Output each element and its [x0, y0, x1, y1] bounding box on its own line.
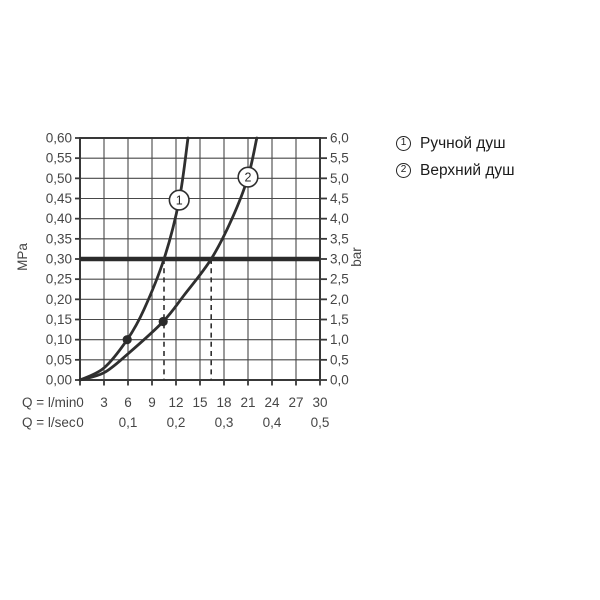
- legend-item-hand-shower: 1 Ручной душ: [396, 134, 515, 153]
- y-axis-label-bar: bar: [349, 247, 364, 267]
- y-left-tick-label: 0,15: [46, 312, 72, 327]
- x-tick-label-lsec: 0: [76, 415, 84, 430]
- y-left-tick-label: 0,20: [46, 292, 72, 307]
- y-left-tick-label: 0,30: [46, 252, 72, 267]
- y-left-tick-label: 0,10: [46, 332, 72, 347]
- y-right-tick-label: 2,5: [330, 272, 349, 287]
- y-right-tick-label: 4,5: [330, 191, 349, 206]
- x-tick-label-lmin: 27: [288, 395, 303, 410]
- y-right-tick-label: 6,0: [330, 131, 349, 146]
- curve-2: [78, 136, 259, 382]
- y-left-tick-label: 0,45: [46, 191, 72, 206]
- x-tick-label-lsec: 0,3: [215, 415, 234, 430]
- x-tick-label-lmin: 0: [76, 395, 84, 410]
- y-left-tick-label: 0,50: [46, 171, 72, 186]
- x-tick-label-lsec: 0,1: [119, 415, 138, 430]
- y-right-tick-label: 0,5: [330, 352, 349, 367]
- x-tick-label-lsec: 0,4: [263, 415, 282, 430]
- y-right-tick-label: 3,0: [330, 252, 349, 267]
- curve-marker-number-2: 2: [245, 171, 252, 185]
- x-tick-label-lmin: 18: [216, 395, 231, 410]
- x-axis-label-lsec: Q = l/sec: [22, 415, 76, 430]
- curve-marker-circle-1: [168, 189, 190, 211]
- circled-number-2-icon: 2: [396, 163, 411, 178]
- legend: 1 Ручной душ 2 Верхний душ: [396, 134, 515, 188]
- legend-label-hand-shower: Ручной душ: [420, 134, 506, 152]
- x-tick-label-lmin: 24: [264, 395, 280, 410]
- x-tick-label-lmin: 30: [312, 395, 327, 410]
- flow-pressure-chart: 120,600,550,500,450,400,350,300,250,200,…: [15, 131, 364, 431]
- data-point-curve-2: [158, 316, 168, 327]
- x-tick-label-lmin: 12: [168, 395, 183, 410]
- y-left-tick-label: 0,35: [46, 231, 72, 246]
- y-right-tick-label: 1,5: [330, 312, 349, 327]
- y-left-tick-label: 0,40: [46, 211, 72, 226]
- y-right-tick-label: 2,0: [330, 292, 349, 307]
- x-tick-label-lmin: 9: [148, 395, 156, 410]
- x-tick-label-lsec: 0,2: [167, 415, 186, 430]
- y-right-tick-label: 4,0: [330, 211, 349, 226]
- y-left-tick-label: 0,05: [46, 352, 72, 367]
- y-right-tick-label: 5,5: [330, 151, 349, 166]
- circled-number-1-icon: 1: [396, 136, 411, 151]
- y-left-tick-label: 0,25: [46, 272, 72, 287]
- data-point-curve-1: [122, 335, 132, 345]
- y-left-tick-label: 0,55: [46, 151, 72, 166]
- y-right-tick-label: 1,0: [330, 332, 349, 347]
- legend-item-overhead-shower: 2 Верхний душ: [396, 161, 515, 180]
- x-tick-label-lmin: 15: [192, 395, 207, 410]
- y-left-tick-label: 0,00: [46, 373, 72, 388]
- y-right-tick-label: 5,0: [330, 171, 349, 186]
- x-tick-label-lmin: 6: [124, 395, 132, 410]
- x-axis-label-lmin: Q = l/min: [22, 395, 76, 410]
- curve-marker-number-1: 1: [176, 194, 183, 208]
- y-right-tick-label: 0,0: [330, 373, 349, 388]
- curve-marker-circle-2: [237, 166, 259, 188]
- x-tick-label-lmin: 3: [100, 395, 108, 410]
- y-left-tick-label: 0,60: [46, 131, 72, 146]
- x-tick-label-lmin: 21: [240, 395, 255, 410]
- y-right-tick-label: 3,5: [330, 231, 349, 246]
- y-axis-label-mpa: MPa: [15, 243, 30, 271]
- legend-label-overhead-shower: Верхний душ: [420, 161, 515, 179]
- x-tick-label-lsec: 0,5: [311, 415, 330, 430]
